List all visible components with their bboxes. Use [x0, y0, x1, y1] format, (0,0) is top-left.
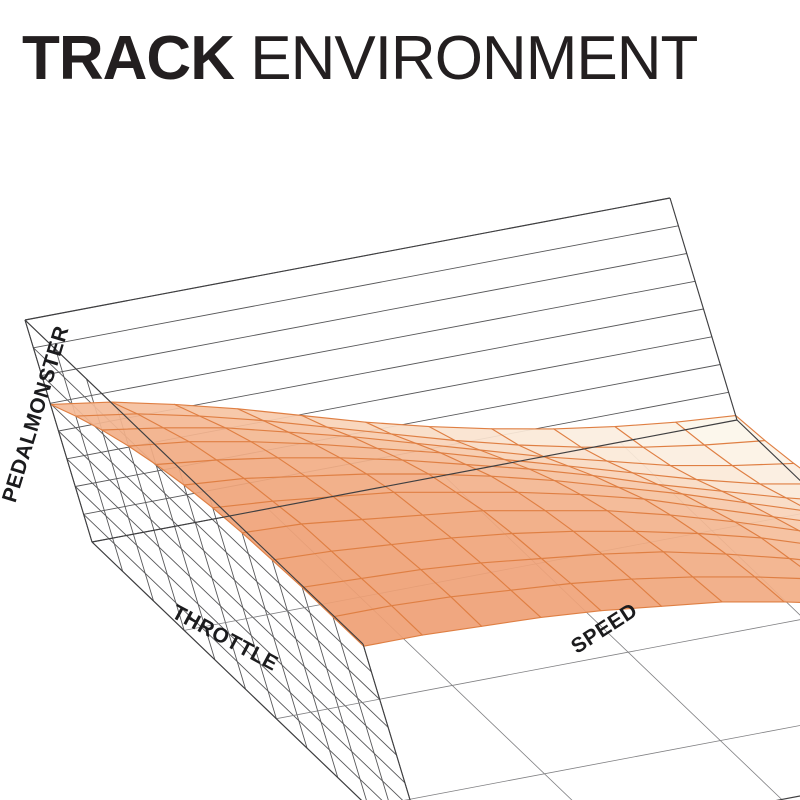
title-space [234, 24, 250, 93]
surface-plot-svg: PEDALMONSTER THROTTLE SPEED [0, 197, 800, 800]
surface-mesh [49, 401, 800, 647]
title-word-strong: TRACK [22, 24, 235, 93]
surface-plot: PEDALMONSTER THROTTLE SPEED [0, 96, 800, 800]
plot-box-edges [24, 197, 800, 800]
title-word-light: ENVIRONMENT [250, 24, 698, 93]
page-title: TRACK ENVIRONMENT [22, 26, 792, 92]
